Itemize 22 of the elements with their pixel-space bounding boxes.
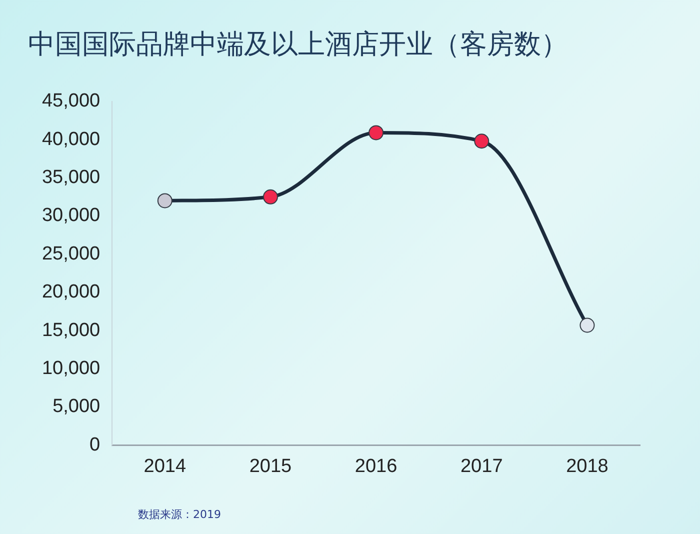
y-tick-label: 45,000: [42, 90, 100, 112]
x-tick-label: 2015: [249, 456, 292, 477]
chart-title: 中国国际品牌中端及以上酒店开业（客房数）: [28, 28, 568, 62]
point: [157, 193, 172, 208]
y-tick-label: 5,000: [52, 396, 100, 418]
x-tick-label: 2014: [144, 456, 186, 477]
x-tick-label: 2017: [460, 456, 503, 477]
y-tick-label: 30,000: [42, 205, 100, 226]
point: [368, 125, 384, 140]
point: [474, 134, 490, 149]
y-tick-label: 10,000: [42, 358, 100, 380]
y-tick-label: 25,000: [42, 243, 100, 264]
y-tick-label: 20,000: [42, 282, 100, 303]
point: [262, 189, 278, 204]
source-note: 数据来源：2019: [138, 507, 221, 522]
x-tick-label: 2016: [354, 456, 398, 477]
y-tick-label: 35,000: [42, 167, 100, 188]
x-tick-label: 2018: [566, 456, 608, 477]
point: [580, 318, 595, 333]
y-tick-label: 15,000: [42, 320, 100, 341]
y-tick-label: 40,000: [42, 128, 100, 150]
y-tick-label: 0: [90, 434, 100, 456]
